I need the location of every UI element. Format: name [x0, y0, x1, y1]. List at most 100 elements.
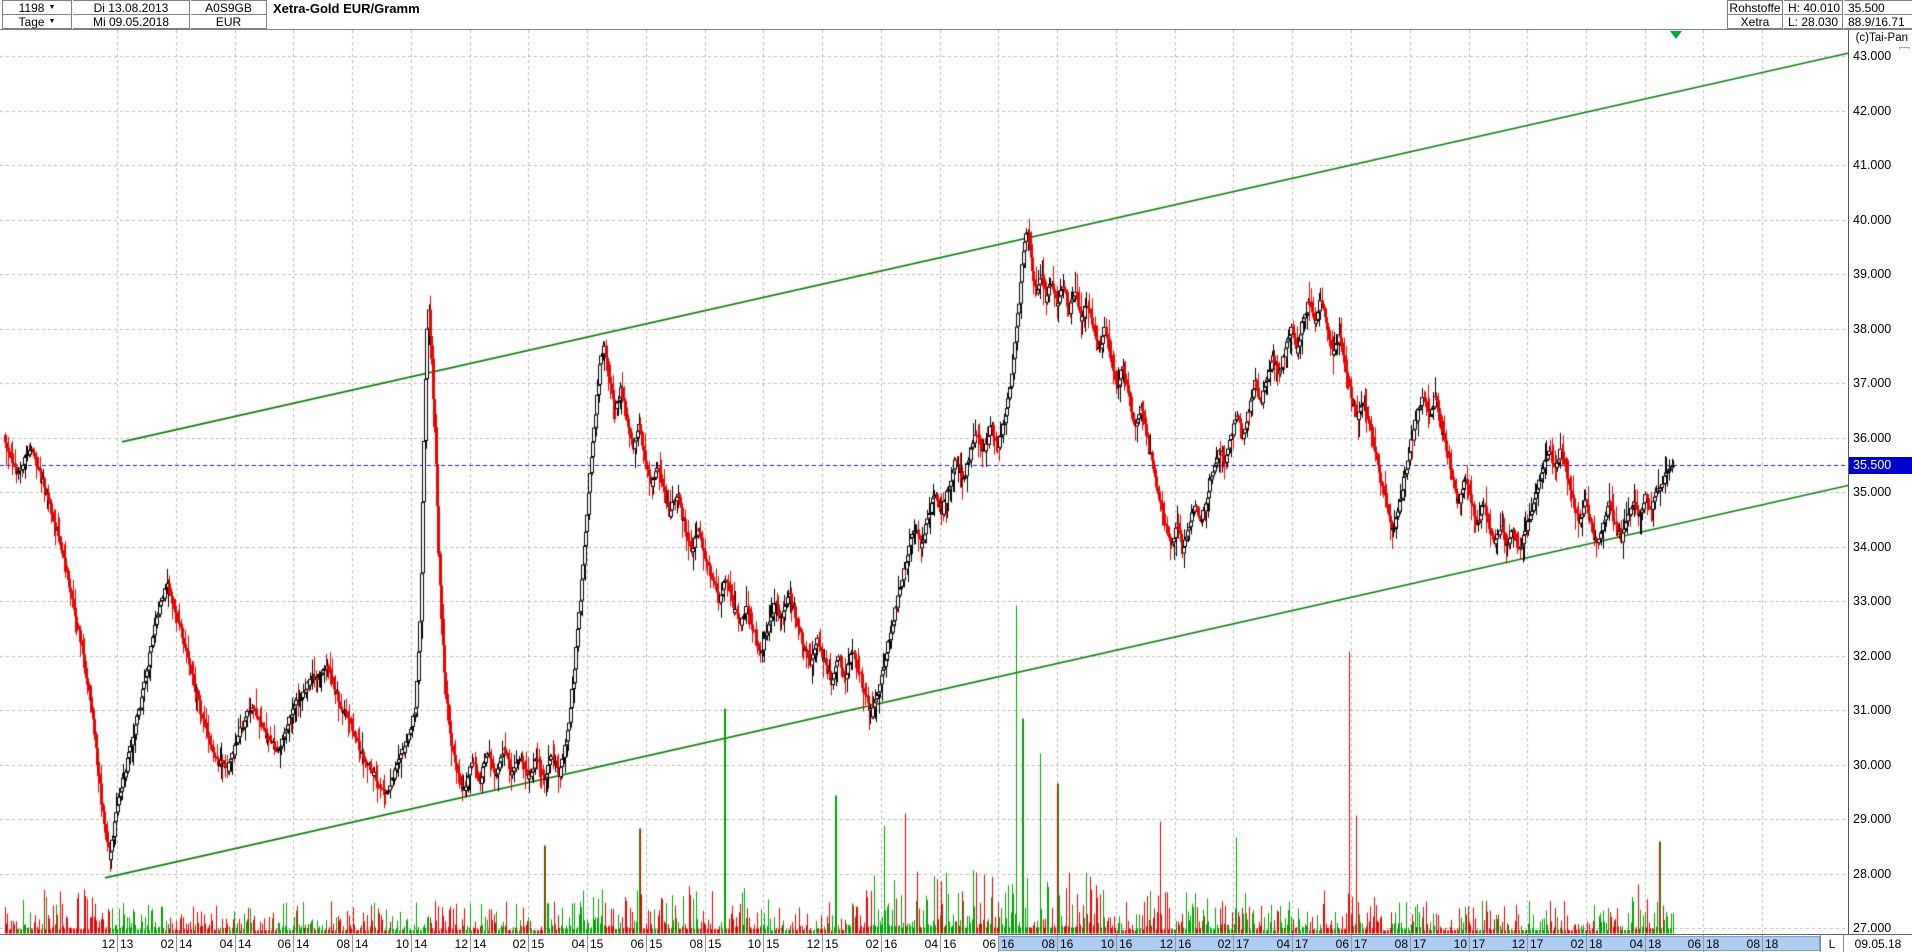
- x-tick-month: 08: [689, 937, 703, 951]
- x-tick-month: 04: [571, 937, 585, 951]
- x-tick-month: 12: [101, 937, 115, 951]
- y-axis-label: 42.000: [1853, 104, 1911, 118]
- date-to-field[interactable]: Mi 09.05.2018: [73, 15, 190, 29]
- x-tick-month: 06: [630, 937, 644, 951]
- x-tick-year: 18: [1589, 937, 1603, 951]
- chart-title: Xetra-Gold EUR/Gramm: [273, 1, 420, 16]
- y-axis-label: 38.000: [1853, 322, 1911, 336]
- price-axis-line: [1848, 30, 1849, 934]
- y-axis-label: 36.000: [1853, 431, 1911, 445]
- x-tick-month: 04: [1629, 937, 1643, 951]
- x-tick-month: 06: [982, 937, 996, 951]
- x-tick-year: 16: [1178, 937, 1192, 951]
- x-tick-line: [117, 935, 118, 952]
- y-axis-label: 27.000: [1853, 921, 1911, 935]
- exchange-value: Xetra: [1740, 14, 1770, 29]
- x-tick-line: [646, 935, 647, 952]
- x-tick-line: [1175, 935, 1176, 952]
- currency-value: EUR: [215, 14, 242, 29]
- y-axis-label: 30.000: [1853, 758, 1911, 772]
- x-tick-line: [352, 935, 353, 952]
- high-value: H: 40.010: [1788, 0, 1841, 15]
- x-tick-year: 18: [1765, 937, 1779, 951]
- symbol-value: A0S9GB: [205, 0, 252, 15]
- y-axis-label: 33.000: [1853, 594, 1911, 608]
- header-divider: [0, 29, 1912, 30]
- x-tick-month: 02: [160, 937, 174, 951]
- x-tick-year: 18: [1648, 937, 1662, 951]
- x-tick-month: 08: [336, 937, 350, 951]
- x-tick-year: 14: [355, 937, 369, 951]
- x-tick-year: 18: [1706, 937, 1720, 951]
- y-axis-label: 35.000: [1853, 485, 1911, 499]
- y-axis-label: 31.000: [1853, 703, 1911, 717]
- x-tick-month: 04: [219, 937, 233, 951]
- x-tick-month: 04: [1276, 937, 1290, 951]
- x-tick-year: 15: [590, 937, 604, 951]
- x-tick-month: 08: [1746, 937, 1760, 951]
- exchange-cell: Xetra: [1727, 15, 1783, 29]
- x-tick-line: [1469, 935, 1470, 952]
- x-tick-month: 02: [865, 937, 879, 951]
- x-tick-line: [1233, 935, 1234, 952]
- x-tick-line: [587, 935, 588, 952]
- x-tick-line: [1586, 935, 1587, 952]
- x-tick-month: 08: [1394, 937, 1408, 951]
- category-cell: Rohstoffe: [1727, 0, 1783, 15]
- timeframe-dropdown[interactable]: Tage ▼: [2, 15, 72, 29]
- x-tick-year: 16: [943, 937, 957, 951]
- last-price-cell: 35.500: [1844, 0, 1912, 15]
- x-tick-month: 12: [454, 937, 468, 951]
- time-axis: 12 13 02 14 04 14 06 14 08 14 10 14 12 14 02 15 04 15 06 15…: [0, 934, 1912, 952]
- y-axis-label: 32.000: [1853, 649, 1911, 663]
- x-tick-year: 13: [120, 937, 134, 951]
- x-tick-year: 17: [1472, 937, 1486, 951]
- category-value: Rohstoffe: [1729, 0, 1781, 15]
- currency-cell: EUR: [191, 15, 267, 29]
- x-tick-year: 16: [1119, 937, 1133, 951]
- x-tick-year: 14: [179, 937, 193, 951]
- x-tick-line: [1527, 935, 1528, 952]
- footer-last-date: 09.05.18: [1854, 937, 1902, 951]
- x-tick-year: 14: [414, 937, 428, 951]
- x-tick-year: 17: [1530, 937, 1544, 951]
- low-value: L: 28.030: [1788, 14, 1839, 29]
- x-tick-line: [822, 935, 823, 952]
- footer-l-label: L: [1828, 937, 1836, 951]
- last-price-value: 35.500: [1848, 0, 1885, 15]
- y-axis-label: 43.000: [1853, 49, 1911, 63]
- x-tick-month: 12: [1159, 937, 1173, 951]
- y-axis-label: 40.000: [1853, 213, 1911, 227]
- x-tick-year: 16: [1001, 937, 1015, 951]
- high-cell: H: 40.010: [1784, 0, 1843, 15]
- timeframe-value: Tage: [18, 14, 45, 29]
- x-tick-line: [528, 935, 529, 952]
- price-chart-canvas[interactable]: [0, 30, 1848, 934]
- x-tick-month: 02: [1570, 937, 1584, 951]
- x-tick-year: 14: [296, 937, 310, 951]
- chevron-down-icon: ▼: [48, 17, 56, 25]
- bars-count-dropdown[interactable]: 1198 ▼: [2, 0, 72, 15]
- y-axis-label: 28.000: [1853, 867, 1911, 881]
- x-tick-line: [1703, 935, 1704, 952]
- x-tick-year: 17: [1295, 937, 1309, 951]
- y-axis-label: 41.000: [1853, 158, 1911, 172]
- x-tick-line: [1116, 935, 1117, 952]
- x-tick-month: 10: [1453, 937, 1467, 951]
- x-tick-line: [705, 935, 706, 952]
- x-tick-year: 17: [1236, 937, 1250, 951]
- x-tick-year: 15: [531, 937, 545, 951]
- x-tick-line: [235, 935, 236, 952]
- perf-cell: 88.9/16.71: [1844, 15, 1912, 29]
- x-tick-line: [1292, 935, 1293, 952]
- x-tick-year: 14: [473, 937, 487, 951]
- date-from-value: Di 13.08.2013: [93, 0, 169, 15]
- low-cell: L: 28.030: [1784, 15, 1843, 29]
- date-from-field[interactable]: Di 13.08.2013: [73, 0, 190, 15]
- x-tick-line: [1645, 935, 1646, 952]
- date-to-value: Mi 09.05.2018: [92, 14, 170, 29]
- perf-value: 88.9/16.71: [1848, 15, 1905, 29]
- bars-count-value: 1198: [18, 0, 45, 15]
- x-tick-line: [881, 935, 882, 952]
